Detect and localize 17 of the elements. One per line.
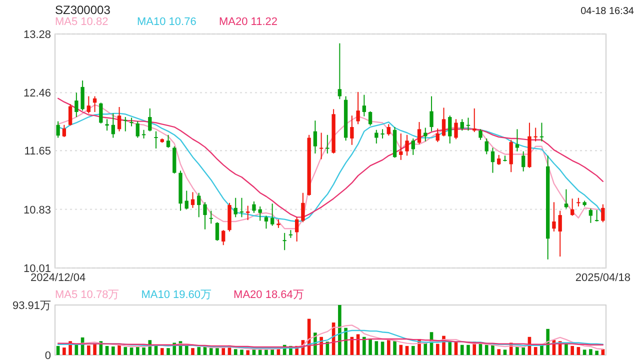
legend: MA20 11.22 — [219, 16, 278, 28]
legend: MA10 19.60万 — [141, 289, 212, 301]
ytick: 93.91万 — [12, 300, 51, 312]
ytick: 12.46 — [23, 88, 51, 100]
xtick: 2024/12/04 — [30, 272, 86, 284]
title: SZ300003 — [55, 3, 110, 17]
legend: MA5 10.78万 — [55, 289, 120, 301]
legend: MA10 10.76 — [137, 16, 196, 28]
ytick: 0 — [44, 350, 51, 360]
legend: MA20 18.64万 — [234, 289, 304, 301]
xtick: 2025/04/18 — [575, 272, 630, 284]
ytick: 11.65 — [24, 146, 51, 158]
annotation: 04-18 16:34 — [580, 6, 634, 17]
ytick: 10.01 — [23, 263, 51, 275]
legend: MA5 10.82 — [55, 16, 108, 28]
ytick: 13.28 — [23, 29, 51, 41]
ytick: 10.83 — [23, 204, 51, 216]
